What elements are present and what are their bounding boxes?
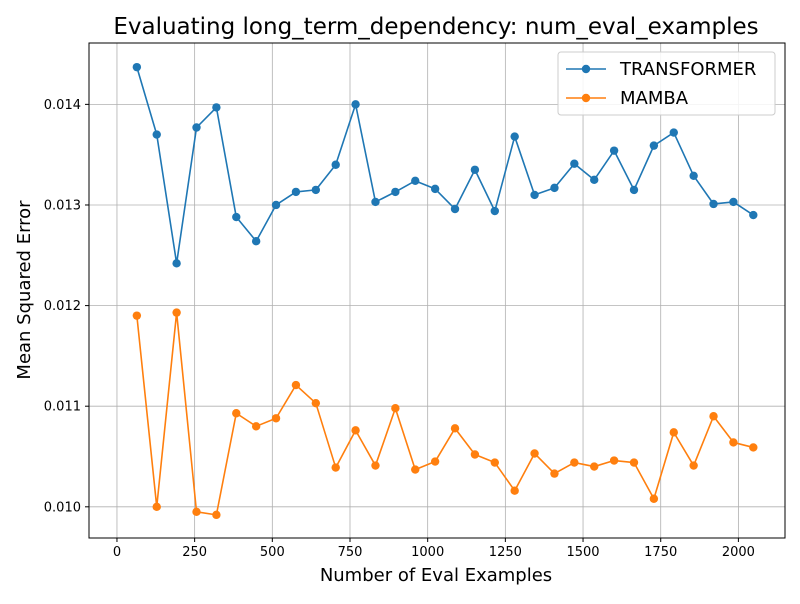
- data-point-mamba: [172, 308, 181, 317]
- data-point-transformer: [311, 185, 321, 195]
- series-layer: [132, 62, 758, 520]
- y-tick-label: 0.010: [44, 500, 81, 515]
- data-point-transformer: [291, 187, 301, 197]
- x-tick-label: 500: [260, 545, 285, 560]
- data-point-mamba: [649, 494, 659, 503]
- data-point-transformer: [609, 146, 619, 155]
- data-point-transformer: [351, 100, 360, 109]
- x-tick-label: 0: [113, 545, 121, 560]
- data-point-transformer: [709, 199, 718, 209]
- series-mamba: [132, 308, 758, 520]
- data-point-mamba: [251, 422, 261, 431]
- data-point-mamba: [291, 380, 301, 390]
- y-tick-label: 0.012: [44, 299, 81, 314]
- legend-swatch-marker: [581, 93, 591, 103]
- data-point-mamba: [271, 414, 281, 423]
- data-point-mamba: [590, 462, 599, 471]
- data-point-mamba: [152, 502, 161, 512]
- data-point-mamba: [212, 510, 221, 520]
- data-point-mamba: [450, 424, 460, 433]
- data-point-mamba: [609, 456, 619, 465]
- data-point-transformer: [331, 160, 340, 169]
- data-point-mamba: [530, 449, 539, 458]
- legend-swatch-marker: [581, 64, 591, 74]
- plot-frame: [88, 42, 786, 539]
- x-axis-label: Number of Eval Examples: [320, 565, 552, 586]
- data-point-mamba: [729, 438, 738, 447]
- series-transformer: [132, 62, 758, 268]
- x-tick-label: 1250: [489, 545, 522, 560]
- data-point-mamba: [749, 443, 758, 452]
- data-point-mamba: [351, 426, 360, 435]
- legend-item-mamba: MAMBA: [566, 88, 689, 109]
- data-point-mamba: [331, 463, 340, 472]
- data-point-transformer: [570, 159, 579, 168]
- data-point-transformer: [391, 187, 400, 197]
- x-tick-label: 750: [338, 545, 363, 560]
- data-point-mamba: [430, 457, 440, 466]
- data-point-mamba: [132, 311, 142, 320]
- data-point-mamba: [490, 458, 499, 467]
- data-point-transformer: [450, 204, 460, 214]
- y-tick-label: 0.011: [44, 400, 81, 415]
- data-point-transformer: [729, 197, 738, 207]
- y-tick-label: 0.013: [44, 198, 81, 213]
- series-line-transformer: [136, 66, 754, 265]
- data-point-transformer: [749, 210, 758, 220]
- data-point-mamba: [411, 465, 420, 474]
- data-point-transformer: [192, 123, 201, 132]
- data-point-mamba: [192, 507, 201, 517]
- data-point-transformer: [371, 197, 380, 207]
- data-point-transformer: [132, 62, 142, 72]
- data-point-mamba: [570, 458, 579, 467]
- x-tick-label: 1000: [411, 545, 444, 560]
- data-point-transformer: [470, 165, 480, 174]
- x-tick-label: 2000: [722, 545, 755, 560]
- data-point-mamba: [391, 404, 400, 413]
- data-point-transformer: [212, 103, 221, 112]
- data-point-transformer: [430, 184, 440, 194]
- axis-ticks: 0 250 500 750 1000 1250 1500 1750 2000 0.010 0.011…: [44, 98, 755, 560]
- data-point-mamba: [550, 469, 559, 478]
- x-tick-label: 1750: [644, 545, 677, 560]
- data-point-transformer: [152, 130, 161, 139]
- data-point-mamba: [629, 458, 639, 467]
- chart-title: Evaluating long_term_dependency: num_eva…: [113, 14, 758, 40]
- data-point-transformer: [490, 206, 499, 216]
- data-point-transformer: [172, 259, 181, 268]
- legend-box: [557, 51, 776, 116]
- data-point-mamba: [311, 398, 321, 408]
- data-point-mamba: [709, 412, 718, 421]
- data-point-transformer: [411, 176, 420, 186]
- legend-label: MAMBA: [620, 88, 689, 109]
- data-point-transformer: [232, 212, 241, 222]
- data-point-transformer: [510, 132, 519, 141]
- data-point-transformer: [629, 185, 639, 195]
- data-point-mamba: [371, 461, 380, 470]
- data-point-transformer: [689, 171, 698, 181]
- data-point-mamba: [669, 428, 678, 437]
- legend-label: TRANSFORMER: [619, 59, 756, 80]
- y-tick-label: 0.014: [44, 98, 81, 113]
- data-point-transformer: [550, 183, 559, 193]
- data-point-transformer: [669, 128, 678, 137]
- data-point-transformer: [649, 141, 659, 150]
- data-point-transformer: [251, 237, 261, 246]
- data-point-transformer: [271, 200, 281, 210]
- data-point-transformer: [530, 190, 539, 200]
- x-tick-label: 250: [182, 545, 207, 560]
- data-point-mamba: [232, 409, 241, 418]
- data-point-mamba: [470, 450, 480, 459]
- data-point-transformer: [590, 175, 599, 185]
- data-point-mamba: [689, 461, 698, 470]
- legend-item-transformer: TRANSFORMER: [566, 59, 756, 80]
- x-tick-label: 1500: [566, 545, 599, 560]
- legend: TRANSFORMER MAMBA: [557, 51, 776, 116]
- data-point-mamba: [510, 486, 519, 495]
- y-axis-label: Mean Squared Error: [14, 200, 35, 380]
